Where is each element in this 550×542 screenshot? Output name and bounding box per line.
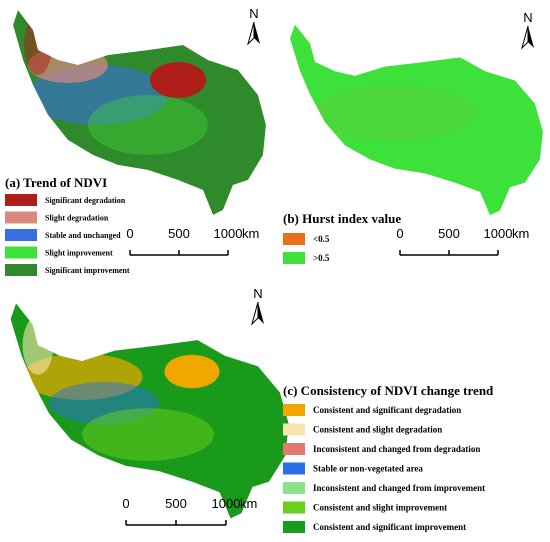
legend-label: Slight degradation (45, 214, 109, 223)
scale-unit: km (240, 496, 257, 511)
panel-title: (b) Hurst index value (283, 211, 401, 226)
legend-label: Inconsistent and changed from improvemen… (313, 483, 485, 493)
north-arrow (258, 302, 264, 324)
legend-swatch (283, 423, 305, 436)
legend-label: Consistent and significant improvement (313, 522, 466, 532)
north-arrow (247, 21, 255, 46)
scale-label: 0 (396, 226, 403, 241)
north-arrow (254, 22, 260, 44)
scale-label: 500 (168, 226, 190, 241)
scale-label: 0 (122, 496, 129, 511)
scale-label: 1000 (212, 496, 241, 511)
legend-swatch (5, 229, 37, 241)
legend-label: Consistent and slight improvement (313, 503, 447, 513)
legend-swatch (5, 246, 37, 259)
legend-swatch (283, 252, 305, 264)
panel: (c) Consistency of NDVI change trend N Con… (122, 286, 494, 533)
scale-unit: km (242, 226, 259, 241)
legend-label: Significant degradation (45, 196, 126, 205)
legend-swatch (283, 501, 305, 514)
legend-swatch (283, 443, 305, 455)
north-label: N (249, 6, 258, 21)
legend-label: <0.5 (313, 234, 330, 244)
legend-swatch (5, 194, 37, 206)
scale-unit: km (512, 226, 529, 241)
legend-label: Significant improvement (45, 266, 130, 275)
map-b (290, 24, 543, 216)
north-arrow (521, 25, 529, 50)
legend-label: Stable and unchanged (45, 231, 121, 240)
scale-label: 0 (126, 226, 133, 241)
panel: (b) Hurst index value N <0.5 >0.5 0 500 1000 km (283, 10, 534, 264)
scale-label: 500 (438, 226, 460, 241)
legend-swatch (5, 211, 37, 224)
legend-swatch (5, 264, 37, 276)
legend-swatch (283, 521, 305, 533)
north-arrow (528, 26, 534, 48)
scale-label: 500 (165, 496, 187, 511)
map-a (13, 10, 266, 215)
north-label: N (253, 286, 262, 301)
legend-label: Consistent and slight degradation (313, 425, 442, 435)
scale-label: 1000 (214, 226, 243, 241)
legend-swatch (283, 404, 305, 416)
legend-label: Stable or non-vegetated area (313, 464, 423, 474)
panel: (a) Trend of NDVI N Significant degradatio… (5, 6, 260, 276)
panel-title: (a) Trend of NDVI (5, 175, 107, 190)
panel-title: (c) Consistency of NDVI change trend (283, 383, 494, 398)
legend-label: Consistent and significant degradation (313, 405, 461, 415)
legend-swatch (283, 482, 305, 494)
legend-label: Inconsistent and changed from degradatio… (313, 444, 480, 454)
legend-swatch (283, 233, 305, 245)
north-arrow (251, 301, 259, 326)
scale-label: 1000 (484, 226, 513, 241)
map-c (10, 303, 289, 519)
legend-label: Slight improvement (45, 249, 113, 258)
legend-label: >0.5 (313, 253, 330, 263)
north-label: N (523, 10, 532, 25)
legend-swatch (283, 462, 305, 475)
